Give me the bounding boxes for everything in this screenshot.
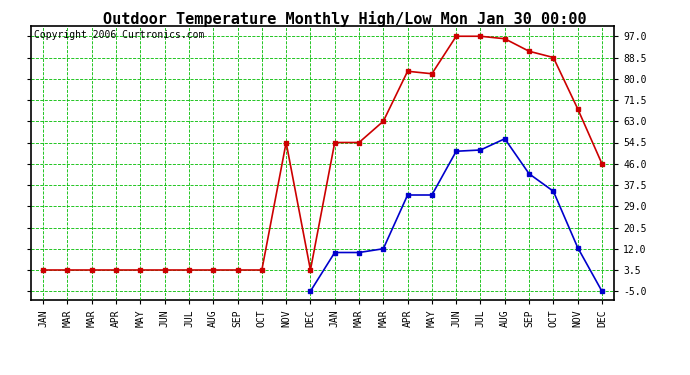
Text: Outdoor Temperature Monthly High/Low Mon Jan 30 00:00: Outdoor Temperature Monthly High/Low Mon…: [104, 11, 586, 27]
Text: Copyright 2006 Curtronics.com: Copyright 2006 Curtronics.com: [34, 30, 204, 40]
